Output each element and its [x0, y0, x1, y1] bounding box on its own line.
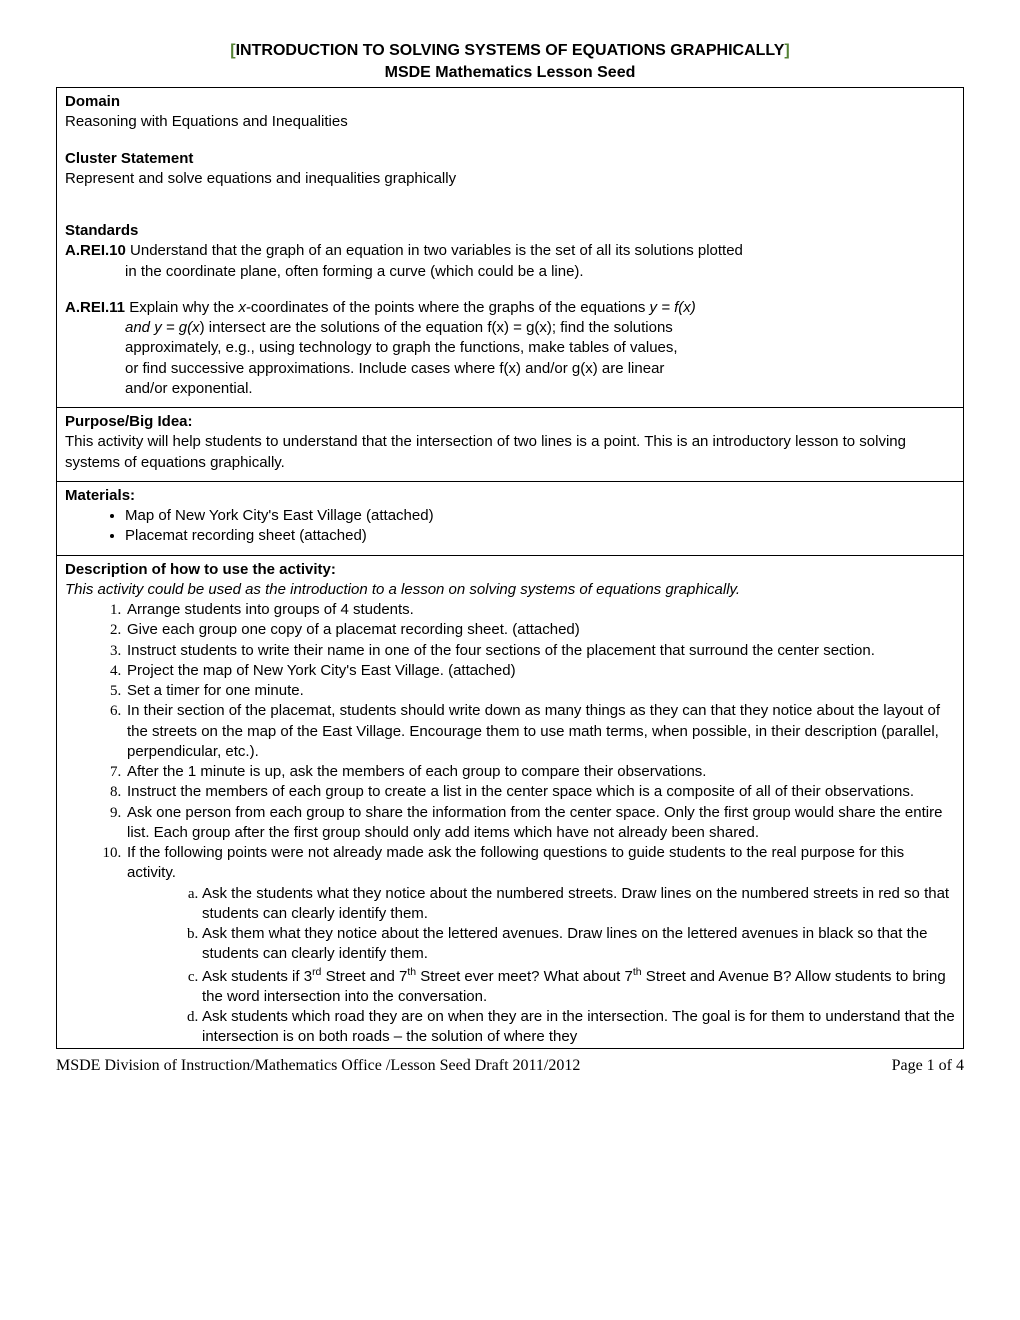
std2-d: approximately, e.g., using technology to…	[65, 338, 955, 358]
std2-a: Explain why the	[125, 299, 238, 316]
purpose-label: Purpose/Big Idea:	[65, 412, 955, 432]
step-item: Instruct the members of each group to cr…	[125, 782, 955, 802]
cell-materials: Materials: Map of New York City's East V…	[57, 481, 964, 555]
substep-item: Ask students if 3rd Street and 7th Stree…	[202, 965, 955, 1008]
std2-x: x	[238, 299, 246, 316]
materials-label: Materials:	[65, 486, 955, 506]
cell-domain-standards: Domain Reasoning with Equations and Ineq…	[57, 88, 964, 408]
std2-b: -coordinates of the points where the gra…	[246, 299, 650, 316]
step-item: If the following points were not already…	[125, 843, 955, 1048]
std2-ygx: y = g(x	[154, 319, 199, 336]
bracket-close: ]	[784, 42, 789, 59]
std2-and: and	[125, 319, 154, 336]
materials-list: Map of New York City's East Village (att…	[125, 506, 955, 547]
cell-description: Description of how to use the activity: …	[57, 555, 964, 1048]
cluster-label: Cluster Statement	[65, 149, 955, 169]
lesson-table: Domain Reasoning with Equations and Ineq…	[56, 87, 964, 1049]
materials-item: Placemat recording sheet (attached)	[125, 526, 955, 546]
step-item: In their section of the placemat, studen…	[125, 701, 955, 762]
standard-1: A.REI.10 Understand that the graph of an…	[65, 241, 955, 261]
step-item: Project the map of New York City's East …	[125, 661, 955, 681]
cell-purpose: Purpose/Big Idea: This activity will hel…	[57, 408, 964, 482]
title-main: INTRODUCTION TO SOLVING SYSTEMS OF EQUAT…	[236, 42, 785, 59]
step-item: Set a timer for one minute.	[125, 681, 955, 701]
description-intro: This activity could be used as the intro…	[65, 580, 955, 600]
std2-yfx: y = f(x)	[650, 299, 696, 316]
step-item: Instruct students to write their name in…	[125, 641, 955, 661]
document-title: [INTRODUCTION TO SOLVING SYSTEMS OF EQUA…	[56, 40, 964, 83]
substeps-list: Ask the students what they notice about …	[177, 884, 955, 1048]
standard-2: A.REI.11 Explain why the x-coordinates o…	[65, 298, 955, 318]
std1-code: A.REI.10	[65, 242, 126, 259]
std2-f: and/or exponential.	[65, 379, 955, 399]
substep-item: Ask them what they notice about the lett…	[202, 924, 955, 965]
substep-item: Ask students which road they are on when…	[202, 1007, 955, 1048]
step-10-text: If the following points were not already…	[127, 844, 904, 881]
std2-c: ) intersect are the solutions of the equ…	[200, 319, 673, 336]
sub-c-mid2: Street ever meet? What about 7	[416, 968, 633, 985]
description-label: Description of how to use the activity:	[65, 560, 955, 580]
step-item: Give each group one copy of a placemat r…	[125, 620, 955, 640]
sub-c-th2: th	[633, 966, 642, 978]
footer-left: MSDE Division of Instruction/Mathematics…	[56, 1055, 580, 1077]
step-item: After the 1 minute is up, ask the member…	[125, 762, 955, 782]
title-subtitle: MSDE Mathematics Lesson Seed	[56, 62, 964, 84]
page-footer: MSDE Division of Instruction/Mathematics…	[56, 1055, 964, 1077]
std1-text1: Understand that the graph of an equation…	[126, 242, 743, 259]
materials-item: Map of New York City's East Village (att…	[125, 506, 955, 526]
step-item: Ask one person from each group to share …	[125, 803, 955, 844]
sub-c-mid1: Street and 7	[321, 968, 407, 985]
substep-item: Ask the students what they notice about …	[202, 884, 955, 925]
step-item: Arrange students into groups of 4 studen…	[125, 600, 955, 620]
cluster-text: Represent and solve equations and inequa…	[65, 169, 955, 189]
sub-c-rd: rd	[312, 966, 321, 978]
domain-text: Reasoning with Equations and Inequalitie…	[65, 112, 955, 132]
sub-c-pre: Ask students if 3	[202, 968, 312, 985]
domain-label: Domain	[65, 92, 955, 112]
steps-list: Arrange students into groups of 4 studen…	[100, 600, 955, 1048]
std2-e: or find successive approximations. Inclu…	[65, 359, 955, 379]
std2-code: A.REI.11	[65, 299, 125, 316]
std2-line2: and y = g(x) intersect are the solutions…	[65, 318, 955, 338]
sub-c-th1: th	[407, 966, 416, 978]
purpose-text: This activity will help students to unde…	[65, 432, 955, 473]
footer-right: Page 1 of 4	[892, 1055, 964, 1077]
standards-label: Standards	[65, 221, 955, 241]
std1-text2: in the coordinate plane, often forming a…	[65, 262, 955, 282]
